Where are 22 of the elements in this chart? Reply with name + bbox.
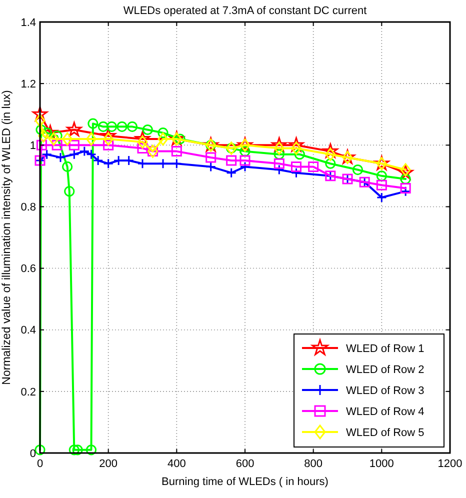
- y-tick-label: 1.2: [20, 78, 36, 90]
- y-tick-label: 1.4: [20, 16, 36, 29]
- x-tick-label: 1000: [369, 458, 394, 470]
- chart-title: WLEDs operated at 7.3mA of constant DC current: [123, 5, 367, 17]
- legend-label: WLED of Row 3: [346, 384, 424, 397]
- legend-label: WLED of Row 1: [346, 342, 424, 355]
- x-tick-label: 400: [167, 458, 186, 470]
- x-tick-label: 1200: [438, 458, 462, 470]
- y-tick-label: 1: [30, 140, 36, 152]
- x-axis-title: Burning time of WLEDs ( in hours): [162, 476, 328, 488]
- y-tick-label: 0.4: [20, 324, 36, 337]
- y-tick-label: 0.8: [20, 202, 36, 214]
- y-axis-title: Normalized value of illumination intensity of WLED (in lux): [1, 90, 13, 385]
- x-tick-label: 200: [99, 458, 118, 470]
- y-tick-label: 0: [30, 448, 36, 460]
- legend-label: WLED of Row 5: [346, 426, 424, 439]
- legend-label: WLED of Row 2: [346, 364, 424, 376]
- y-tick-label: 0.6: [20, 263, 36, 276]
- y-tick-label: 0.2: [20, 386, 36, 398]
- x-tick-label: 800: [304, 458, 323, 470]
- x-tick-label: 600: [236, 458, 254, 470]
- legend-label: WLED of Row 4: [346, 406, 424, 418]
